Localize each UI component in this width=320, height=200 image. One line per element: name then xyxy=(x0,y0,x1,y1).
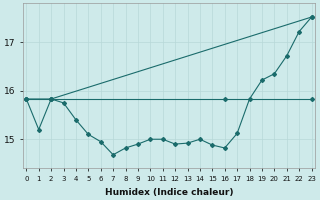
X-axis label: Humidex (Indice chaleur): Humidex (Indice chaleur) xyxy=(105,188,233,197)
